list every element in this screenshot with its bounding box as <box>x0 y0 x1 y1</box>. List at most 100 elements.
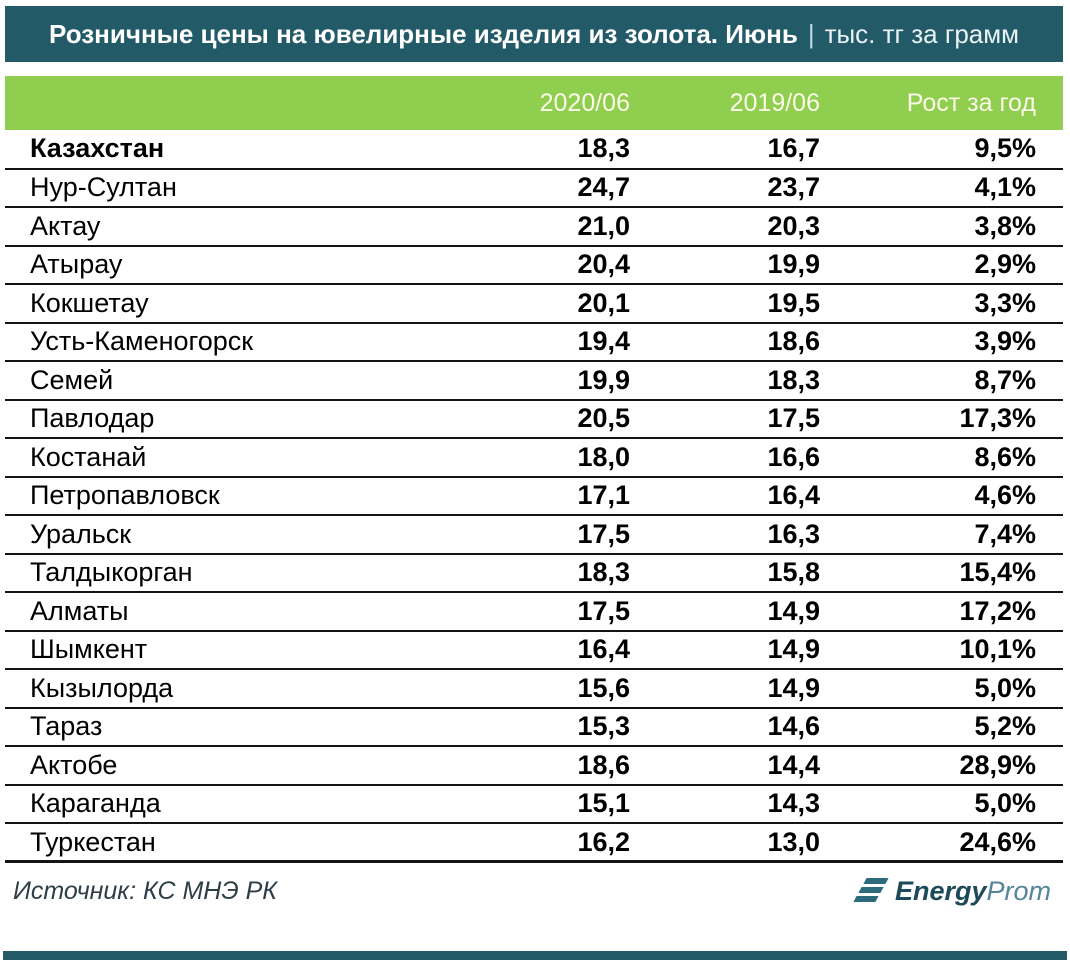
value-2020-06: 24,7 <box>577 172 630 203</box>
value-2019-06: 14,9 <box>767 672 820 703</box>
value-growth: 9,5% <box>974 133 1036 164</box>
table-row: Атырау 20,4 19,9 2,9% <box>5 246 1063 284</box>
table-row: Кызылорда 15,6 14,9 5,0% <box>5 669 1063 708</box>
value-growth: 17,2% <box>959 595 1036 626</box>
city-name: Атырау <box>30 249 123 280</box>
city-name: Туркестан <box>30 826 156 857</box>
value-2019-06: 14,9 <box>767 634 820 665</box>
value-2020-06: 20,4 <box>577 249 630 280</box>
value-2020-06: 16,4 <box>577 634 630 665</box>
footer: Источник: КС МНЭ РК EnergyProm <box>5 869 1063 913</box>
value-2019-06: 15,8 <box>767 557 820 588</box>
city-name: Усть-Каменогорск <box>30 326 254 357</box>
title-bar: Розничные цены на ювелирные изделия из з… <box>5 6 1063 62</box>
table-row: Усть-Каменогорск 19,4 18,6 3,9% <box>5 323 1063 361</box>
source-note: Источник: КС МНЭ РК <box>13 876 278 905</box>
value-2019-06: 23,7 <box>767 172 820 203</box>
value-2019-06: 16,3 <box>767 518 820 549</box>
value-2020-06: 20,5 <box>577 403 630 434</box>
city-name: Уральск <box>30 518 132 549</box>
value-2020-06: 19,4 <box>577 326 630 357</box>
city-name: Актобе <box>30 749 118 780</box>
value-growth: 2,9% <box>974 249 1036 280</box>
value-2020-06: 20,1 <box>577 287 630 318</box>
value-2020-06: 21,0 <box>577 210 630 241</box>
logo-text-energy: Energy <box>894 875 987 906</box>
table-row: Павлодар 20,5 17,5 17,3% <box>5 400 1063 438</box>
city-name: Павлодар <box>30 403 155 434</box>
table-row: Семей 19,9 18,3 8,7% <box>5 361 1063 400</box>
table-row: Туркестан 16,2 13,0 24,6% <box>5 823 1063 862</box>
value-2019-06: 20,3 <box>767 210 820 241</box>
table-row: Казахстан 18,3 16,7 9,5% <box>5 130 1063 169</box>
value-2019-06: 19,9 <box>767 249 820 280</box>
value-2020-06: 17,1 <box>577 480 630 511</box>
table-row: Тараз 15,3 14,6 5,2% <box>5 708 1063 746</box>
value-2019-06: 13,0 <box>767 826 820 857</box>
value-2019-06: 14,6 <box>767 711 820 742</box>
table-row: Талдыкорган 18,3 15,8 15,4% <box>5 554 1063 592</box>
column-header-2020-06: 2020/06 <box>539 88 630 117</box>
table-row: Алматы 17,5 14,9 17,2% <box>5 592 1063 631</box>
city-name: Семей <box>30 364 114 395</box>
value-2019-06: 18,6 <box>767 326 820 357</box>
column-header-growth: Рост за год <box>906 88 1036 117</box>
column-header-region <box>5 76 425 130</box>
value-growth: 4,6% <box>974 480 1036 511</box>
value-2019-06: 14,9 <box>767 595 820 626</box>
table-row: Нур-Султан 24,7 23,7 4,1% <box>5 169 1063 207</box>
value-2020-06: 18,3 <box>577 133 630 164</box>
value-growth: 10,1% <box>959 634 1036 665</box>
city-name: Кокшетау <box>30 287 149 318</box>
table-row: Актобе 18,6 14,4 28,9% <box>5 746 1063 785</box>
value-growth: 8,6% <box>974 441 1036 472</box>
value-2020-06: 16,2 <box>577 826 630 857</box>
value-2019-06: 19,5 <box>767 287 820 318</box>
value-2019-06: 16,4 <box>767 480 820 511</box>
value-growth: 24,6% <box>959 826 1036 857</box>
city-name: Караганда <box>30 788 161 819</box>
value-growth: 3,9% <box>974 326 1036 357</box>
title-separator: | <box>807 18 815 49</box>
value-growth: 7,4% <box>974 518 1036 549</box>
table-header-row: 2020/06 2019/06 Рост за год <box>5 76 1063 130</box>
value-2020-06: 15,3 <box>577 711 630 742</box>
value-2019-06: 14,3 <box>767 788 820 819</box>
energyprom-logo-icon <box>853 877 889 905</box>
page-title: Розничные цены на ювелирные изделия из з… <box>49 18 798 49</box>
value-growth: 5,0% <box>974 788 1036 819</box>
city-name: Кызылорда <box>30 672 174 703</box>
value-2020-06: 18,3 <box>577 557 630 588</box>
table-row: Шымкент 16,4 14,9 10,1% <box>5 631 1063 669</box>
value-2020-06: 15,6 <box>577 672 630 703</box>
value-2019-06: 14,4 <box>767 749 820 780</box>
city-name: Талдыкорган <box>30 557 193 588</box>
bottom-accent-bar <box>3 951 1067 960</box>
table-row: Караганда 15,1 14,3 5,0% <box>5 785 1063 823</box>
value-2019-06: 16,6 <box>767 441 820 472</box>
value-2020-06: 18,0 <box>577 441 630 472</box>
value-2020-06: 18,6 <box>577 749 630 780</box>
value-2019-06: 17,5 <box>767 403 820 434</box>
value-growth: 4,1% <box>974 172 1036 203</box>
value-growth: 8,7% <box>974 364 1036 395</box>
value-growth: 5,0% <box>974 672 1036 703</box>
table-row: Актау 21,0 20,3 3,8% <box>5 207 1063 246</box>
table-row: Кокшетау 20,1 19,5 3,3% <box>5 284 1063 323</box>
city-name: Костанай <box>30 441 147 472</box>
value-2020-06: 17,5 <box>577 518 630 549</box>
column-header-2019-06: 2019/06 <box>729 88 820 117</box>
value-2020-06: 19,9 <box>577 364 630 395</box>
city-name: Актау <box>30 210 101 241</box>
city-name: Тараз <box>30 711 103 742</box>
value-growth: 5,2% <box>974 711 1036 742</box>
energyprom-logo: EnergyProm <box>853 876 1063 907</box>
value-growth: 3,8% <box>974 210 1036 241</box>
value-growth: 3,3% <box>974 287 1036 318</box>
city-name: Нур-Султан <box>30 172 177 203</box>
value-2019-06: 16,7 <box>767 133 820 164</box>
table-row: Уральск 17,5 16,3 7,4% <box>5 515 1063 554</box>
value-2020-06: 15,1 <box>577 788 630 819</box>
energyprom-logo-text: EnergyProm <box>895 876 1051 907</box>
